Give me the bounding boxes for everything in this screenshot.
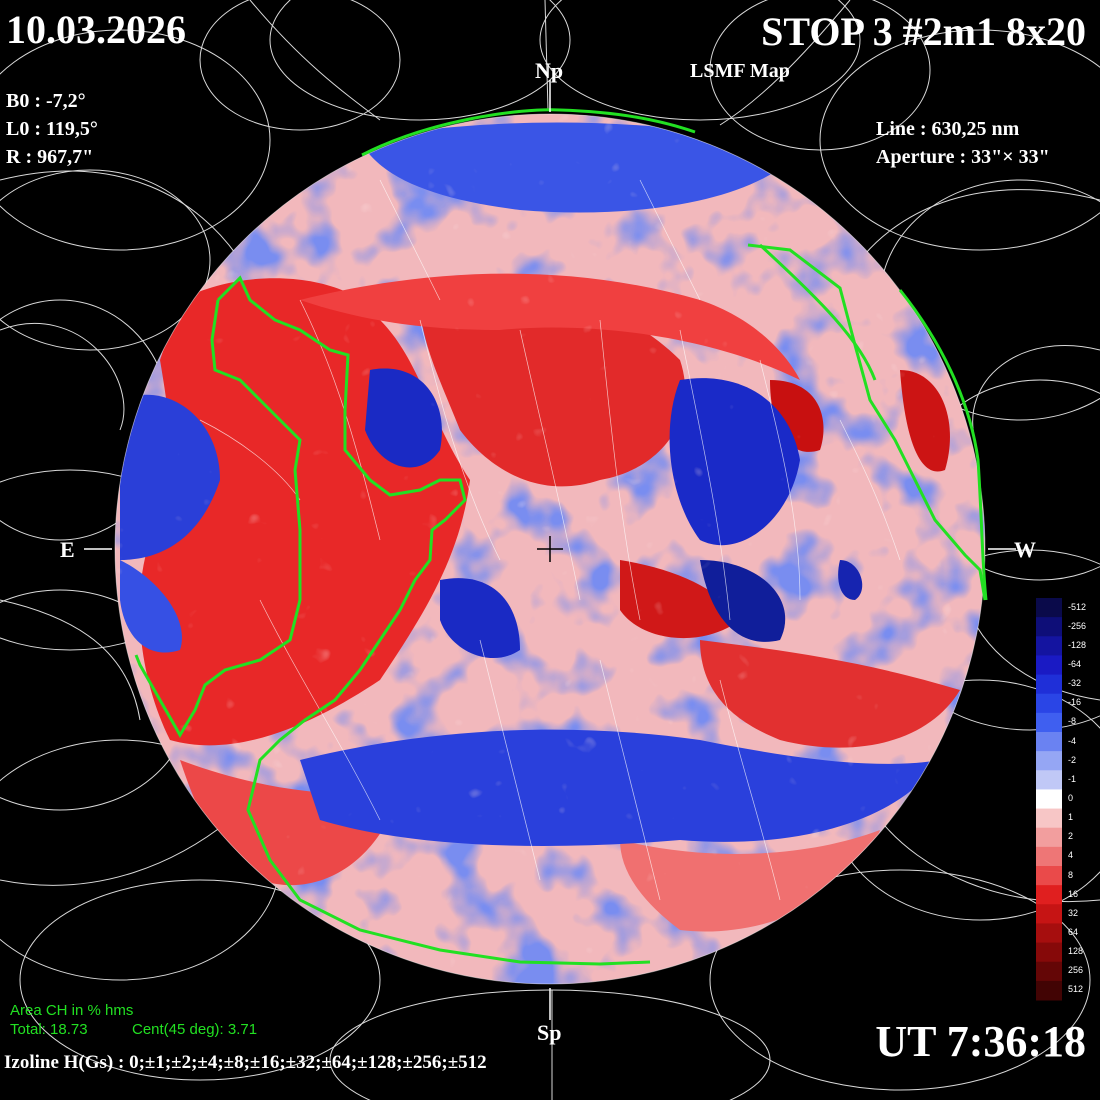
color-scale-label: 4 bbox=[1068, 850, 1074, 861]
color-scale-label: 1 bbox=[1068, 812, 1074, 823]
color-scale-label: -1 bbox=[1068, 773, 1077, 784]
color-scale-label: -512 bbox=[1068, 601, 1087, 612]
color-scale-label: 16 bbox=[1068, 888, 1079, 899]
color-scale-swatch bbox=[1036, 712, 1062, 733]
ch-area-total: Total: 18.73 bbox=[10, 1021, 88, 1038]
coronal-hole-boundaries bbox=[134, 108, 988, 966]
north-pole-label: Np bbox=[535, 58, 564, 83]
map-subtitle: LSMF Map bbox=[690, 60, 790, 82]
param-l0: L0 : 119,5° bbox=[6, 118, 98, 140]
west-label: W bbox=[1014, 537, 1036, 562]
color-scale-label: 512 bbox=[1068, 984, 1084, 995]
map-title: STOP 3 #2m1 8x20 bbox=[761, 9, 1086, 54]
param-b0: B0 : -7,2° bbox=[6, 90, 86, 112]
color-scale-swatch bbox=[1036, 693, 1062, 714]
field-strength-color-scale bbox=[1036, 598, 1062, 1001]
color-scale-label: -128 bbox=[1068, 639, 1087, 650]
color-scale-swatch bbox=[1036, 732, 1062, 752]
color-scale-swatch bbox=[1036, 789, 1062, 810]
color-scale-swatch bbox=[1036, 770, 1062, 790]
south-pole-label: Sp bbox=[537, 1020, 562, 1045]
param-radius: R : 967,7" bbox=[6, 146, 94, 168]
color-scale-swatch bbox=[1036, 808, 1062, 829]
color-scale-label: -256 bbox=[1068, 620, 1087, 631]
color-scale-label: 256 bbox=[1068, 965, 1084, 976]
color-scale-label: -16 bbox=[1068, 697, 1082, 708]
izoline-levels: Izoline H(Gs) : 0;±1;±2;±4;±8;±16;±32;±6… bbox=[4, 1052, 487, 1073]
color-scale-swatch bbox=[1036, 751, 1062, 771]
color-scale-label: 8 bbox=[1068, 869, 1074, 880]
color-scale-label: 32 bbox=[1068, 907, 1079, 918]
spectral-line: Line : 630,25 nm bbox=[876, 118, 1020, 140]
color-scale-swatch bbox=[1036, 617, 1062, 637]
observation-date: 10.03.2026 bbox=[6, 7, 186, 52]
color-scale-label: 2 bbox=[1068, 831, 1074, 842]
disk-center-crosshair bbox=[537, 536, 563, 562]
color-scale-swatch bbox=[1036, 885, 1062, 905]
aperture: Aperture : 33"× 33" bbox=[876, 146, 1050, 168]
color-scale-swatch bbox=[1036, 961, 1062, 982]
color-scale-swatch bbox=[1036, 980, 1062, 1001]
color-scale-swatch bbox=[1036, 846, 1062, 867]
color-scale-swatch bbox=[1036, 942, 1062, 963]
color-scale-label: -2 bbox=[1068, 754, 1077, 765]
color-scale-swatch bbox=[1036, 636, 1062, 656]
ch-area-heading: Area CH in % hms bbox=[10, 1002, 134, 1019]
color-scale-label: -4 bbox=[1068, 735, 1077, 746]
color-scale-swatch bbox=[1036, 655, 1062, 676]
color-scale-swatch bbox=[1036, 923, 1062, 944]
east-label: E bbox=[60, 537, 75, 562]
solar-disk bbox=[115, 114, 985, 984]
color-scale-swatch bbox=[1036, 598, 1062, 618]
color-scale-swatch bbox=[1036, 827, 1062, 848]
ch-area-central: Cent(45 deg): 3.71 bbox=[132, 1021, 258, 1038]
color-scale-label: -32 bbox=[1068, 678, 1082, 689]
color-scale-swatch bbox=[1036, 674, 1062, 695]
solar-limb bbox=[114, 113, 986, 985]
color-scale-swatch bbox=[1036, 866, 1062, 886]
color-scale-label: -8 bbox=[1068, 716, 1077, 727]
universal-time: UT 7:36:18 bbox=[875, 1017, 1086, 1066]
color-scale-swatch bbox=[1036, 904, 1062, 924]
color-scale-label: 128 bbox=[1068, 946, 1084, 957]
color-scale-label: 64 bbox=[1068, 927, 1079, 937]
color-scale-label: 0 bbox=[1068, 793, 1074, 803]
color-scale-label: -64 bbox=[1068, 659, 1082, 669]
